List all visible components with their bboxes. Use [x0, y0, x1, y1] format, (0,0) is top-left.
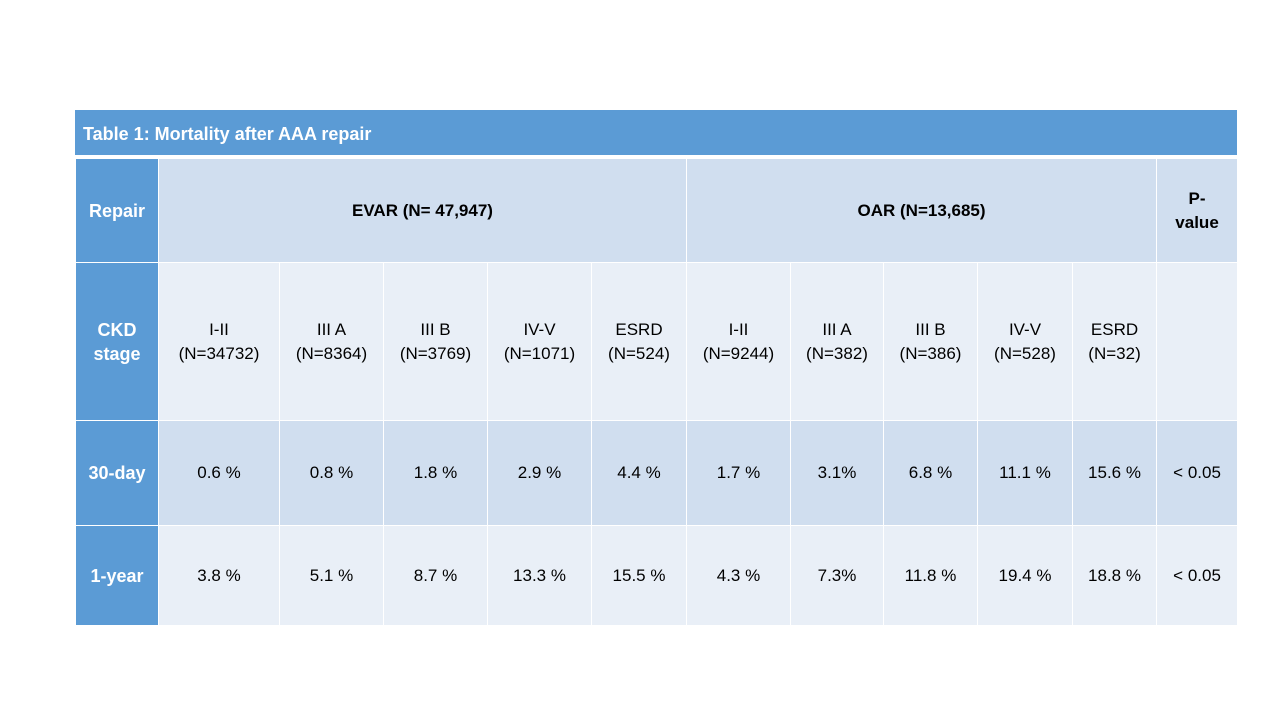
repair-row: Repair EVAR (N= 47,947) OAR (N=13,685) P… [75, 158, 1239, 263]
ckd-label-line2: stage [93, 343, 141, 364]
stage-name: IV-V [1008, 319, 1042, 339]
stage-cell: ESRD (N=32) [1071, 262, 1158, 421]
stage-count: (N=9244) [702, 343, 775, 363]
value-cell: 1.7 % [686, 420, 791, 526]
pvalue-line1: P- [1188, 188, 1206, 208]
ckd-stage-row: CKD stage I-II (N=34732) III A (N=8364) II… [75, 262, 1239, 421]
value-cell: 7.3% [790, 525, 884, 626]
pvalue-empty-cell [1156, 262, 1239, 421]
stage-count: (N=1071) [503, 343, 576, 363]
value-cell: 13.3 % [487, 525, 592, 626]
stage-count: (N=386) [899, 343, 962, 363]
stage-cell: I-II (N=9244) [686, 262, 791, 421]
stage-count: (N=8364) [295, 343, 368, 363]
value-cell: 0.8 % [279, 420, 384, 526]
stage-count: (N=528) [994, 343, 1056, 363]
mortality-1year-row: 1-year 3.8 % 5.1 % 8.7 % 13.3 % 15.5 % 4… [75, 525, 1239, 626]
stage-name: I-II [728, 319, 749, 339]
value-cell: 4.4 % [591, 420, 687, 526]
stage-count: (N=3769) [399, 343, 472, 363]
stage-name: III A [822, 319, 852, 339]
stage-name: ESRD [615, 319, 663, 339]
stage-count: (N=524) [608, 343, 670, 363]
value-cell: 6.8 % [883, 420, 978, 526]
stage-name: III B [915, 319, 946, 339]
row-label-1year: 1-year [75, 525, 159, 626]
pvalue-line2: value [1175, 212, 1219, 232]
value-cell: 19.4 % [977, 525, 1073, 626]
row-label-ckd-stage: CKD stage [75, 262, 159, 421]
group-oar: OAR (N=13,685) [685, 158, 1158, 263]
stage-cell: III A (N=382) [790, 262, 884, 421]
value-cell: 11.8 % [883, 525, 978, 626]
stage-cell: III B (N=386) [883, 262, 978, 421]
stage-cell: IV-V (N=528) [977, 262, 1073, 421]
value-cell: 2.9 % [487, 420, 592, 526]
value-cell: 3.8 % [158, 525, 280, 626]
value-cell: 8.7 % [383, 525, 488, 626]
stage-name: ESRD [1090, 319, 1139, 339]
stage-count: (N=32) [1088, 343, 1141, 363]
group-evar: EVAR (N= 47,947) [158, 158, 687, 263]
pvalue-cell: < 0.05 [1156, 525, 1239, 626]
stage-cell: III B (N=3769) [383, 262, 488, 421]
stage-name: IV-V [523, 319, 556, 339]
value-cell: 1.8 % [383, 420, 488, 526]
stage-cell: III A (N=8364) [279, 262, 384, 421]
stage-count: (N=382) [806, 343, 868, 363]
stage-cell: I-II (N=34732) [158, 262, 280, 421]
stage-count: (N=34732) [178, 343, 260, 363]
value-cell: 11.1 % [977, 420, 1073, 526]
stage-cell: IV-V (N=1071) [487, 262, 592, 421]
stage-name: I-II [209, 319, 229, 339]
stage-name: III A [316, 319, 347, 339]
value-cell: 0.6 % [158, 420, 280, 526]
mortality-30day-row: 30-day 0.6 % 0.8 % 1.8 % 2.9 % 4.4 % 1.7… [75, 420, 1239, 526]
value-cell: 4.3 % [686, 525, 791, 626]
stage-cell: ESRD (N=524) [591, 262, 687, 421]
value-cell: 15.5 % [591, 525, 687, 626]
group-pvalue: P- value [1156, 158, 1239, 263]
stage-name: III B [420, 319, 451, 339]
value-cell: 3.1% [790, 420, 884, 526]
ckd-label-line1: CKD [97, 319, 137, 340]
data-grid: Repair EVAR (N= 47,947) OAR (N=13,685) P… [75, 158, 1239, 626]
mortality-table: Table 1: Mortality after AAA repair Repa… [75, 110, 1239, 626]
value-cell: 18.8 % [1071, 525, 1158, 626]
value-cell: 5.1 % [279, 525, 384, 626]
row-label-repair: Repair [75, 158, 159, 263]
value-cell: 15.6 % [1071, 420, 1158, 526]
pvalue-cell: < 0.05 [1156, 420, 1239, 526]
row-label-30day: 30-day [75, 420, 159, 526]
table-title: Table 1: Mortality after AAA repair [75, 110, 1237, 158]
